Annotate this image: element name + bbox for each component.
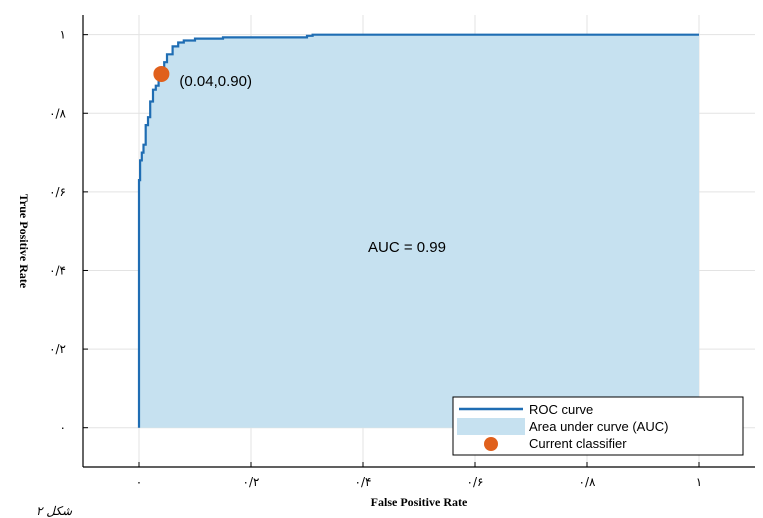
y-axis-ticks: ۰ ۰/۲ ۰/۴ ۰/۶ ۰/۸ ۱ (49, 28, 88, 435)
current-classifier-label: (0.04,0.90) (179, 73, 252, 90)
y-tick-label: ۰/۲ (49, 342, 66, 356)
y-tick-label: ۰/۸ (49, 106, 66, 120)
x-axis-ticks: ۰ ۰/۲ ۰/۴ ۰/۶ ۰/۸ ۱ (136, 462, 702, 489)
legend-roc-label: ROC curve (529, 402, 593, 417)
y-axis-label: True Positive Rate (17, 194, 31, 289)
auc-area (139, 34, 699, 428)
legend-classifier-label: Current classifier (529, 436, 627, 451)
legend-area-swatch (457, 418, 525, 435)
auc-annotation: AUC = 0.99 (368, 239, 446, 256)
legend: ROC curve Area under curve (AUC) Current… (452, 396, 744, 456)
x-tick-label: ۰/۸ (579, 475, 596, 489)
y-tick-label: ۱ (60, 28, 66, 42)
figure-caption: شکل ۲ (36, 504, 73, 518)
x-tick-label: ۰/۶ (467, 475, 484, 489)
x-tick-label: ۱ (696, 475, 702, 489)
y-tick-label: ۰/۶ (49, 185, 66, 199)
x-axis-label: False Positive Rate (371, 495, 468, 509)
current-classifier-point (153, 65, 170, 82)
x-tick-label: ۰/۴ (355, 475, 372, 489)
legend-area-label: Area under curve (AUC) (529, 419, 668, 434)
y-tick-label: ۰ (60, 421, 66, 435)
x-tick-label: ۰ (136, 475, 142, 489)
axes-frame (82, 15, 755, 468)
y-tick-label: ۰/۴ (49, 263, 66, 277)
legend-classifier-swatch (484, 437, 498, 451)
x-tick-label: ۰/۲ (243, 475, 260, 489)
